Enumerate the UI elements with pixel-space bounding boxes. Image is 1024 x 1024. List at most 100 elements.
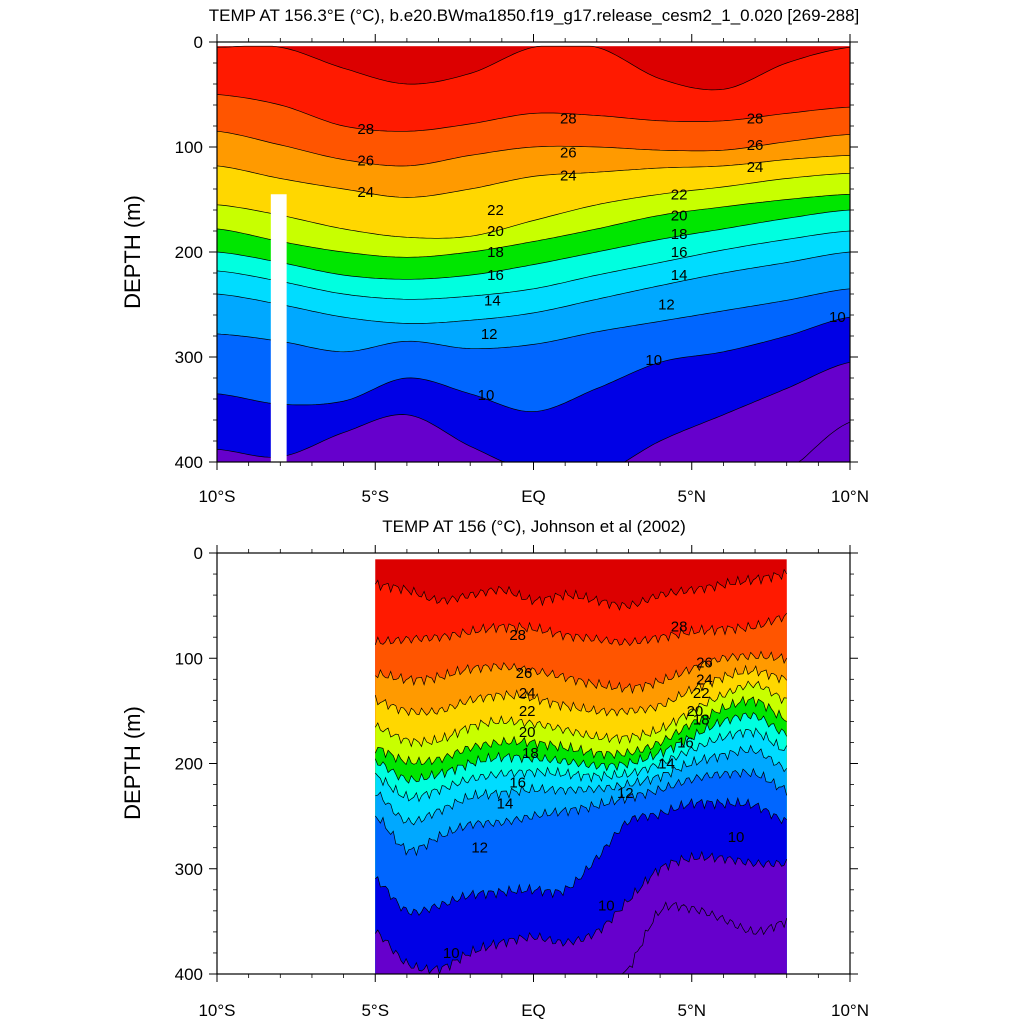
contour-label: 10 [443,945,460,962]
contour-label: 12 [471,840,488,857]
contour-label: 18 [487,244,504,261]
contour-label: 24 [696,671,713,688]
y-tick-label: 0 [194,544,203,563]
isotherm-29 [375,568,787,611]
panel-model: TEMP AT 156.3°E (°C), b.e20.BWma1850.f19… [120,6,869,506]
y-tick-label: 100 [175,649,203,668]
contour-label: 14 [497,795,514,812]
contour-label: 16 [671,244,688,261]
contour-labels: 28 28262624242222202018181614161412121010… [443,619,745,962]
y-tick-label: 200 [175,755,203,774]
contour-label: 20 [687,703,704,720]
contour-label: 22 [693,685,710,702]
y-tick-label: 300 [175,348,203,367]
isotherm-26 [375,650,788,695]
isotherm-12 [216,288,851,353]
contour-label: 22 [671,186,688,203]
contour-label: 26 [357,153,374,170]
isotherm-22 [216,172,851,239]
panel-observed: TEMP AT 156 (°C), Johnson et al (2002) 2… [120,517,869,1020]
x-tick-label: 10°N [831,1001,869,1020]
isotherm-22 [374,680,787,748]
contour-label: 26 [747,137,764,154]
fill-below-8 [375,902,787,974]
contour-label: 26 [516,665,533,682]
axes: 10°S 5°S EQ 5°N 10°N 0 100 200 300 400 [175,544,869,1020]
isotherm-9 [375,850,788,975]
x-tick-label: EQ [521,487,546,506]
contour-label: 24 [560,167,577,184]
contour-label: 20 [487,223,504,240]
isotherm-12 [375,767,788,857]
isotherm-20 [374,695,787,766]
contour-label: 26 [560,144,577,161]
contour-label: 10 [728,829,745,846]
contour-label: 28 [509,627,526,644]
y-tick-label: 0 [194,33,203,52]
contour-label: 24 [747,159,764,176]
contour-label: 16 [487,267,504,284]
isotherm-18 [216,209,851,280]
isotherm-10 [375,796,787,916]
contour-label: 22 [487,202,504,219]
contour-label: 20 [519,724,536,741]
contour-label: 22 [519,703,536,720]
contour-label: 14 [658,756,675,773]
contour-label: 14 [671,267,688,284]
x-tick-label: EQ [521,1001,546,1020]
isotherm-26 [216,130,851,167]
contour-label: 12 [481,326,498,343]
contour-label: 18 [522,745,539,762]
isotherm-14 [375,744,787,826]
isotherm-28 [216,94,851,132]
contour-label: 10 [598,898,615,915]
isotherm-29 [216,45,851,91]
contour-label: 10 [829,309,846,326]
fill-below-9 [217,362,850,462]
y-axis-label: DEPTH (m) [120,706,145,820]
isotherm-18 [374,712,788,784]
contour-label: 18 [671,226,688,243]
isotherm-28 [374,612,787,647]
isotherm-24 [216,155,851,198]
contour-label: 12 [658,297,675,314]
x-tick-label: 10°S [198,487,235,506]
y-tick-label: 300 [175,860,203,879]
contour-label: 20 [671,207,688,224]
contour-label: 18 [693,711,710,728]
contour-label: 10 [645,352,662,369]
x-tick-label: 10°S [198,1001,235,1020]
contour-label: 24 [519,685,536,702]
axes: 10°S 5°S EQ 5°N 10°N 0 100 200 300 400 [175,33,869,506]
contour-label: 26 [696,654,713,671]
isotherm-14 [216,251,851,324]
isotherm-16 [375,727,788,803]
y-axis-label: DEPTH (m) [120,195,145,309]
y-tick-label: 200 [175,243,203,262]
contour-label: 10 [478,387,495,404]
contour-fills [375,559,787,974]
x-tick-label: 5°N [677,1001,706,1020]
contour-label: 28 [671,619,688,636]
contour-label: 24 [357,184,374,201]
panel-title: TEMP AT 156.3°E (°C), b.e20.BWma1850.f19… [209,6,860,25]
y-tick-label: 400 [175,453,203,472]
contour-label: 14 [484,292,501,309]
y-tick-label: 100 [175,138,203,157]
contour-label: 28 [747,111,764,128]
isotherm-20 [216,193,851,258]
missing-data [270,194,287,462]
missing-column [270,194,287,462]
x-tick-label: 5°S [361,487,389,506]
panel-title: TEMP AT 156 (°C), Johnson et al (2002) [382,517,686,536]
contour-label: 28 [560,111,577,128]
contour-label: 16 [677,734,694,751]
contour-label: 28 [357,121,374,138]
contour-label: 16 [509,774,526,791]
x-tick-label: 5°N [677,487,706,506]
isotherm-10 [216,316,851,412]
y-tick-label: 400 [175,965,203,984]
contour-label: 12 [617,785,634,802]
